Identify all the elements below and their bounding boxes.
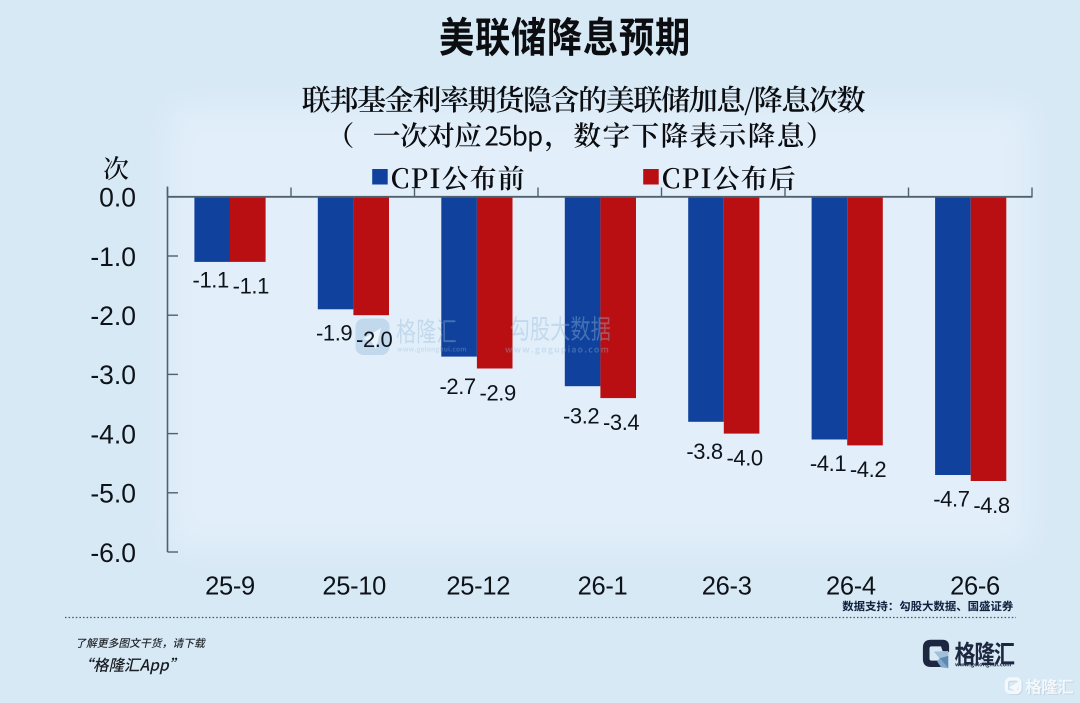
svg-text:-2.7: -2.7 <box>439 374 475 399</box>
svg-text:-2.0: -2.0 <box>90 301 136 331</box>
svg-text:-3.8: -3.8 <box>686 439 722 464</box>
svg-text:-5.0: -5.0 <box>90 479 136 509</box>
svg-text:26-3: 26-3 <box>702 573 752 601</box>
svg-text:0.0: 0.0 <box>99 183 136 213</box>
svg-text:25-9: 25-9 <box>205 573 255 601</box>
svg-text:-3.2: -3.2 <box>563 404 599 429</box>
svg-text:25-10: 25-10 <box>322 573 386 601</box>
svg-text:-1.1: -1.1 <box>233 274 269 299</box>
svg-text:26-1: 26-1 <box>578 573 628 601</box>
svg-text:-1.9: -1.9 <box>316 321 352 346</box>
svg-text:-4.7: -4.7 <box>933 487 969 512</box>
svg-text:-3.4: -3.4 <box>603 410 639 435</box>
svg-text:-4.1: -4.1 <box>810 451 846 476</box>
svg-text:-4.8: -4.8 <box>973 493 1009 518</box>
svg-text:25-12: 25-12 <box>446 573 510 601</box>
svg-text:-1.1: -1.1 <box>193 267 229 292</box>
svg-text:-4.2: -4.2 <box>850 457 886 482</box>
svg-text:-6.0: -6.0 <box>90 538 136 568</box>
svg-text:26-6: 26-6 <box>950 573 1000 601</box>
svg-text:-4.0: -4.0 <box>726 445 762 470</box>
svg-text:-4.0: -4.0 <box>90 419 136 449</box>
svg-text:26-4: 26-4 <box>826 573 876 601</box>
svg-text:-3.0: -3.0 <box>90 360 136 390</box>
svg-text:-1.0: -1.0 <box>90 242 136 272</box>
svg-text:-2.0: -2.0 <box>356 327 392 352</box>
svg-text:-2.9: -2.9 <box>480 380 516 405</box>
